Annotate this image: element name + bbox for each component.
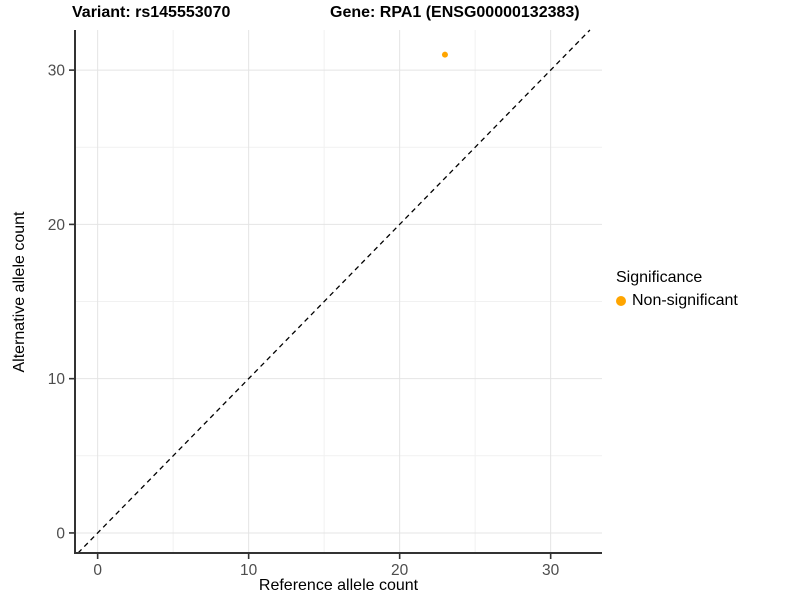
identity-dashed-line — [77, 29, 591, 554]
x-axis-title: Reference allele count — [258, 577, 419, 594]
x-tick-label: 20 — [391, 562, 409, 579]
y-axis-title: Alternative allele count — [11, 211, 28, 373]
legend-title: Significance — [616, 269, 703, 286]
variant-title: Variant: rs145553070 — [72, 4, 231, 21]
y-tick-label: 0 — [56, 525, 65, 542]
x-tick-label: 30 — [542, 562, 560, 579]
x-tick-label: 0 — [93, 562, 102, 579]
y-tick-label: 30 — [48, 63, 66, 80]
data-point — [441, 51, 448, 58]
y-tick-label: 20 — [48, 217, 66, 234]
legend: Significance Non-significant — [616, 269, 738, 310]
legend-point-icon — [616, 296, 626, 306]
legend-item-non-significant: Non-significant — [616, 292, 738, 310]
y-tick-label: 10 — [48, 371, 66, 388]
x-tick-label: 10 — [240, 562, 258, 579]
legend-item-label: Non-significant — [632, 292, 738, 309]
gene-title: Gene: RPA1 (ENSG00000132383) — [330, 4, 580, 21]
